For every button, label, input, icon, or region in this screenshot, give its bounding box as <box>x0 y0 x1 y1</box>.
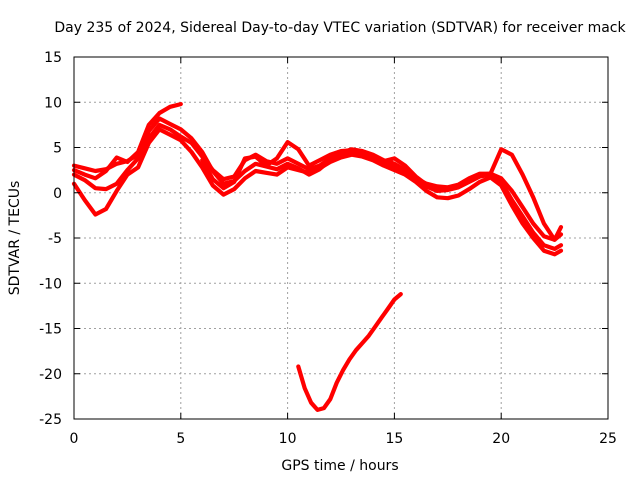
x-tick-label: 20 <box>492 431 510 447</box>
axis-ticks: 0 5 10 15 20 25 15 10 5 0 -5 -10 -15 -20 -25 <box>39 50 617 447</box>
y-tick-label: 10 <box>44 95 62 111</box>
x-tick-label: 5 <box>176 431 185 447</box>
grid-lines <box>74 57 608 419</box>
x-axis-label: GPS time / hours <box>281 458 398 474</box>
y-tick-label: -20 <box>39 367 62 383</box>
y-tick-label: -10 <box>39 276 62 292</box>
series-line-track-2 <box>71 116 564 251</box>
data-series <box>71 102 564 412</box>
y-tick-label: 5 <box>53 141 62 157</box>
x-tick-label: 15 <box>385 431 403 447</box>
x-tick-label: 25 <box>599 431 617 447</box>
series-line-track-3 <box>71 127 564 257</box>
x-tick-label: 10 <box>279 431 297 447</box>
y-tick-label: -15 <box>39 322 62 338</box>
chart-title: Day 235 of 2024, Sidereal Day-to-day VTE… <box>54 20 626 36</box>
y-axis-label: SDTVAR / TECUs <box>7 181 23 296</box>
series-line-track-5 <box>296 292 403 412</box>
y-tick-label: 15 <box>44 50 62 66</box>
x-tick-label: 0 <box>70 431 79 447</box>
y-tick-label: 0 <box>53 186 62 202</box>
y-tick-label: -25 <box>39 412 62 428</box>
series-line-track-4 <box>71 102 564 242</box>
y-tick-label: -5 <box>48 231 62 247</box>
